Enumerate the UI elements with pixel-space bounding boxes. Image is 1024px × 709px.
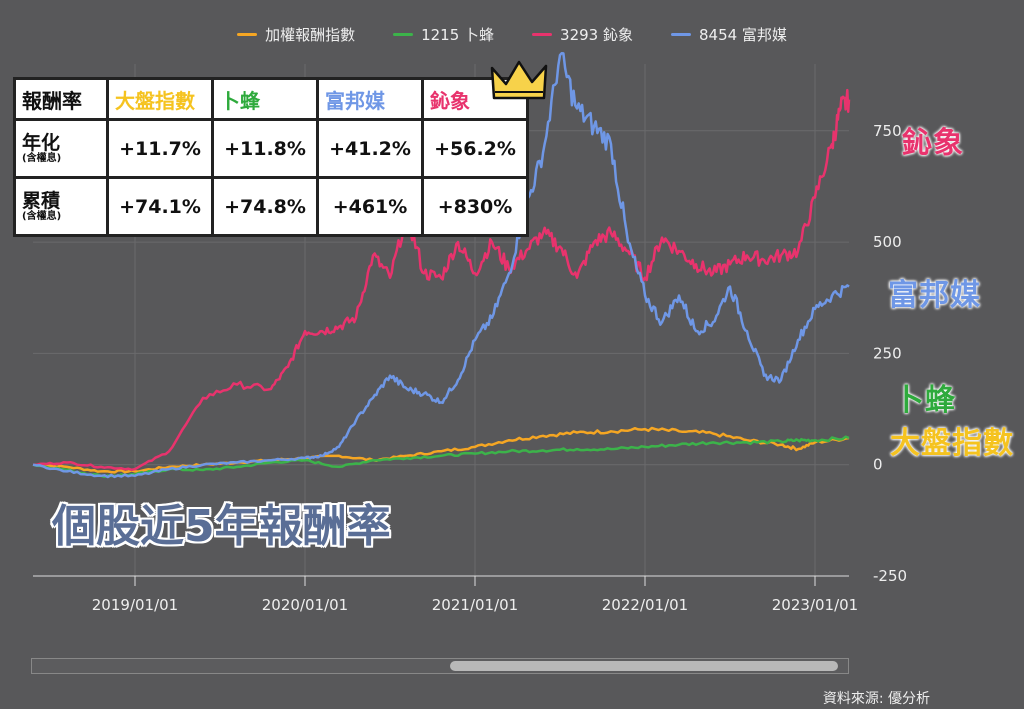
table-header-cell: 大盤指數 — [106, 77, 214, 121]
row-label-main: 年化 — [22, 131, 61, 154]
x-tick-label: 2023/01/01 — [772, 596, 858, 614]
x-tick-label: 2022/01/01 — [602, 596, 688, 614]
table-row: 年化 (含權息) +11.7% +11.8% +41.2% +56.2% — [13, 118, 529, 179]
legend-label: 3293 鈊象 — [560, 26, 633, 44]
series-line-index — [32, 426, 850, 474]
legend-item-index[interactable]: 加權報酬指數 — [237, 24, 355, 45]
axes: -250 0 250 500 750 2019/01/01 2020/01/01 2021/0… — [33, 122, 907, 614]
table-cell: +11.8% — [211, 118, 319, 179]
y-tick-label: -250 — [873, 567, 907, 585]
table-cell: +74.8% — [211, 176, 319, 237]
table-row: 累積 (含權息) +74.1% +74.8% +461% +830% — [13, 176, 529, 237]
range-scrollbar[interactable] — [31, 658, 849, 674]
legend-swatch-1215 — [393, 33, 414, 36]
series-line-s8454 — [32, 51, 850, 479]
table-cell: +41.2% — [316, 118, 424, 179]
row-label-sub: (含權息) — [22, 152, 62, 164]
table-header-row: 報酬率 大盤指數 卜蜂 富邦媒 鈊象 — [13, 77, 529, 121]
table-header-cell: 富邦媒 — [316, 77, 424, 121]
x-tick-label: 2019/01/01 — [92, 596, 178, 614]
table-cell: +56.2% — [421, 118, 529, 179]
legend-swatch-index — [237, 33, 258, 36]
legend-item-8454[interactable]: 8454 富邦媒 — [670, 24, 787, 45]
legend-swatch-8454 — [670, 33, 691, 36]
y-tick-label: 250 — [873, 344, 902, 362]
side-label-3293: 鈊象 — [902, 126, 964, 161]
source-note: 資料來源: 優分析 — [822, 691, 930, 707]
crown-icon — [490, 60, 548, 100]
table-header-cell: 報酬率 — [13, 77, 109, 121]
legend-label: 1215 卜蜂 — [421, 26, 495, 44]
table-cell: +74.1% — [106, 176, 214, 237]
legend-item-1215[interactable]: 1215 卜蜂 — [393, 24, 494, 45]
side-label-1215: 卜蜂 — [894, 383, 956, 418]
legend-label: 加權報酬指數 — [265, 26, 356, 44]
row-label-main: 累積 — [22, 189, 61, 212]
table-header-cell: 卜蜂 — [211, 77, 319, 121]
table-cell: +830% — [421, 176, 529, 237]
series-lines — [32, 51, 851, 479]
y-tick-label: 750 — [873, 122, 902, 140]
return-table: 報酬率 大盤指數 卜蜂 富邦媒 鈊象 年化 (含權息) +11.7% +11.8… — [13, 77, 529, 237]
row-label: 累積 (含權息) — [13, 176, 109, 237]
table-cell: +461% — [316, 176, 424, 237]
side-label-index: 大盤指數 — [890, 426, 1014, 461]
series-line-s3293 — [32, 88, 851, 472]
x-tick-label: 2021/01/01 — [432, 596, 518, 614]
side-label-8454: 富邦媒 — [888, 278, 981, 313]
y-tick-label: 0 — [873, 456, 883, 474]
row-label: 年化 (含權息) — [13, 118, 109, 179]
legend: 加權報酬指數 1215 卜蜂 3293 鈊象 8454 富邦媒 — [0, 24, 1024, 45]
page-title: 個股近5年報酬率 — [52, 501, 391, 552]
table-cell: +11.7% — [106, 118, 214, 179]
x-tick-label: 2020/01/01 — [262, 596, 348, 614]
legend-swatch-3293 — [532, 33, 553, 36]
legend-label: 8454 富邦媒 — [698, 26, 787, 44]
scrollbar-thumb[interactable] — [450, 661, 838, 671]
row-label-sub: (含權息) — [22, 210, 62, 222]
legend-item-3293[interactable]: 3293 鈊象 — [532, 24, 633, 45]
y-tick-label: 500 — [873, 233, 902, 251]
